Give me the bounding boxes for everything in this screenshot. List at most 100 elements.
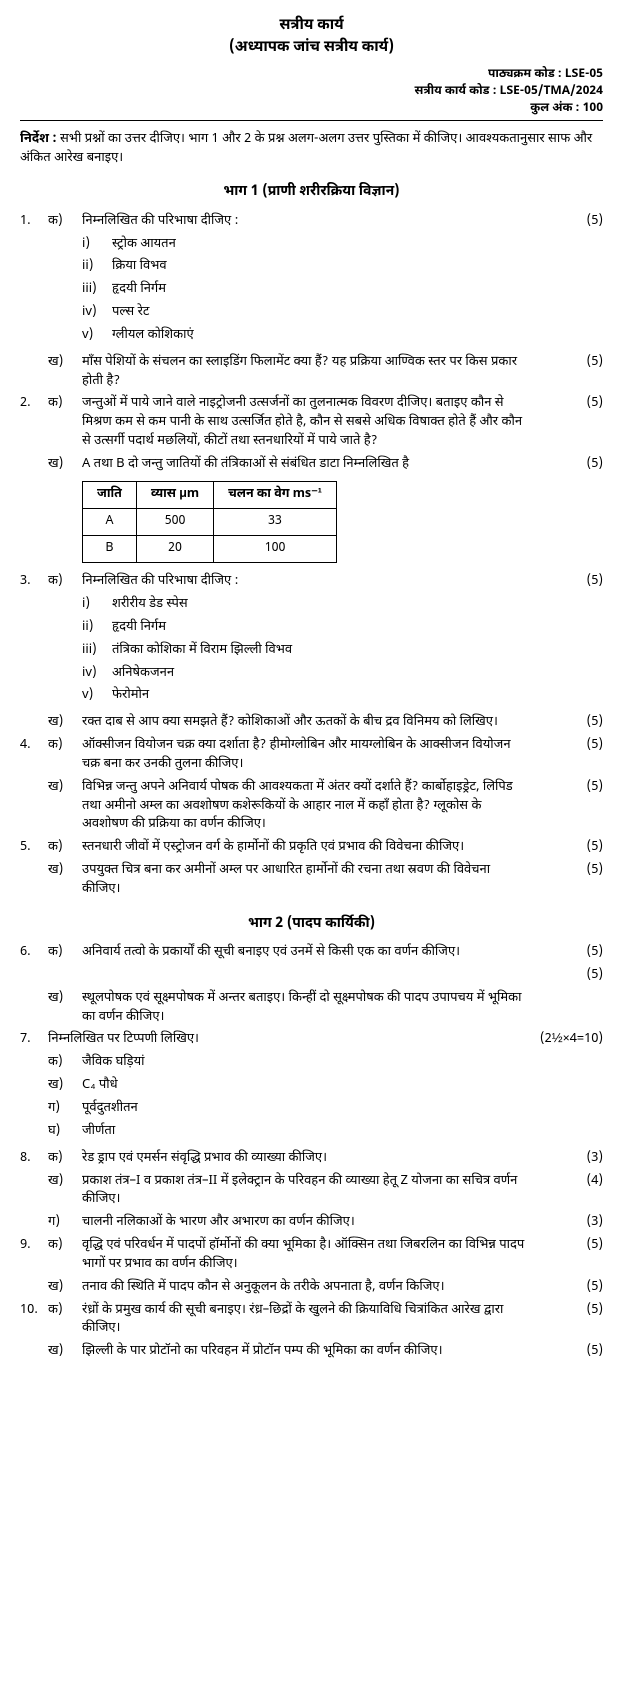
qtext: अनिवार्य तत्वो के प्रकार्यों की सूची बना… [82,944,535,963]
sub-label: क) [48,737,82,775]
q1a: 1. क) निम्नलिखित की परिभाषा दीजिए : (5) [20,213,603,232]
sub-label: ख) [48,779,82,836]
sub-label: क) [48,1150,82,1169]
roman: ii) [82,619,112,638]
q2a: 2. क) जन्तुओं में पाये जाने वाले नाइट्रो… [20,395,603,452]
sub-label: क) [48,1302,82,1340]
qtext: माँस पेशियों के संचलन का स्लाइडिंग फिलाम… [82,354,535,392]
marks: (5) [535,737,603,775]
qnum: 3. [20,573,48,592]
qtext: उपयुक्त चित्र बना कर अमीनों अम्ल पर आधार… [82,862,535,900]
qtext: प्रकाश तंत्र–I व प्रकाश तंत्र–II में इले… [82,1173,535,1211]
marks: (5) [535,944,603,963]
marks: (5) [535,839,603,858]
sub-label: क) [48,573,82,592]
th: चलन का वेग ms⁻¹ [214,481,337,508]
qtext: रेड ड्राप एवं एमर्सन संवृद्धि प्रभाव की … [82,1150,535,1169]
roman: i) [82,596,112,615]
qnum: 9. [20,1237,48,1275]
sub-label: ख) [48,990,82,1028]
marks: (5) [535,779,603,836]
qtext: स्तनधारी जीवों में एस्ट्रोजन वर्ग के हार… [82,839,535,858]
sub-label: क) [48,213,82,232]
sub-label: क) [48,944,82,963]
roman: iv) [82,665,112,684]
roman: ii) [82,258,112,277]
qnum: 6. [20,944,48,963]
part2-title: भाग 2 (पादप कार्यिकी) [20,914,603,934]
td: A [83,508,137,535]
roman: iv) [82,304,112,323]
td: 500 [136,508,213,535]
q5a: 5. क) स्तनधारी जीवों में एस्ट्रोजन वर्ग … [20,839,603,858]
marks: (2½×4=10) [535,1031,603,1050]
main-title: सत्रीय कार्य [20,16,603,38]
sub: ख) [48,1077,82,1096]
qnum: 2. [20,395,48,452]
item: हृदयी निर्गम [112,281,166,300]
qtext: निम्नलिखित पर टिप्पणी लिखिए। [48,1031,535,1050]
marks: (5) [535,213,603,232]
q5b: ख) उपयुक्त चित्र बना कर अमीनों अम्ल पर आ… [20,862,603,900]
marks: (5) [535,354,603,392]
qtext: वृद्धि एवं परिवर्धन में पादपों हॉर्मोनों… [82,1237,535,1275]
sub-label: ख) [48,354,82,392]
qnum: 8. [20,1150,48,1169]
q1b: ख) माँस पेशियों के संचलन का स्लाइडिंग फि… [20,354,603,392]
qtext: झिल्ली के पार प्रोटॉनो का परिवहन में प्र… [82,1343,535,1362]
marks: (5) [535,1279,603,1298]
qtext: A तथा B दो जन्तु जातियों की तंत्रिकाओं स… [82,456,535,475]
part1-title: भाग 1 (प्राणी शरीरक्रिया विज्ञान) [20,182,603,202]
item: जीर्णता [82,1123,115,1142]
sub-label: ग) [48,1214,82,1233]
marks: (5) [535,1343,603,1362]
item: फेरोमोन [112,687,149,706]
total-marks: कुल अंक : 100 [20,100,603,117]
qnum: 7. [20,1031,48,1050]
item: पूर्वदुतशीतन [82,1100,138,1119]
course-code: पाठ्यक्रम कोड : LSE-05 [20,66,603,83]
th: व्यास μm [136,481,213,508]
q9b: ख) तनाव की स्थिति में पादप कौन से अनुकूल… [20,1279,603,1298]
item: ग्लीयल कोशिकाएं [112,327,194,346]
q10b: ख) झिल्ली के पार प्रोटॉनो का परिवहन में … [20,1343,603,1362]
marks: (5) [535,967,603,986]
sub: ग) [48,1100,82,1119]
qnum: 1. [20,213,48,232]
qtext: जन्तुओं में पाये जाने वाले नाइट्रोजनी उत… [82,395,535,452]
item: अनिषेकजनन [112,665,174,684]
q10a: 10. क) रंध्रों के प्रमुख कार्य की सूची ब… [20,1302,603,1340]
td: 100 [214,536,337,563]
sub: क) [48,1054,82,1073]
item: तंत्रिका कोशिका में विराम झिल्ली विभव [112,642,292,661]
q3a-list: i)शरीरीय डेड स्पेस ii)हृदयी निर्गम iii)त… [82,596,603,706]
q8c: ग) चालनी नलिकाओं के भारण और अभारण का वर्… [20,1214,603,1233]
item: जैविक घड़ियां [82,1054,145,1073]
th: जाति [83,481,137,508]
roman: iii) [82,642,112,661]
item: पल्स रेट [112,304,149,323]
qtext: स्थूलपोषक एवं सूक्ष्मपोषक में अन्तर बताइ… [82,990,535,1028]
q6b: ख) स्थूलपोषक एवं सूक्ष्मपोषक में अन्तर ब… [20,990,603,1028]
td: B [83,536,137,563]
sub-label: ख) [48,1343,82,1362]
marks: (4) [535,1173,603,1211]
divider [20,120,603,121]
q4a: 4. क) ऑक्सीजन वियोजन चक्र क्या दर्शाता ह… [20,737,603,775]
qtext: तनाव की स्थिति में पादप कौन से अनुकूलन क… [82,1279,535,1298]
qtext: रक्त दाब से आप क्या समझते हैं? कोशिकाओं … [82,714,535,733]
qtext: चालनी नलिकाओं के भारण और अभारण का वर्णन … [82,1214,535,1233]
sub-label: ख) [48,714,82,733]
marks: (5) [535,862,603,900]
marks: (5) [535,456,603,475]
q6a: 6. क) अनिवार्य तत्वो के प्रकार्यों की सू… [20,944,603,963]
q6b-marks: (5) [20,967,603,986]
instr-text: सभी प्रश्नों का उत्तर दीजिए। भाग 1 और 2 … [20,131,592,167]
item: C₄ पौधे [82,1077,118,1096]
marks: (3) [535,1214,603,1233]
q8b: ख) प्रकाश तंत्र–I व प्रकाश तंत्र–II में … [20,1173,603,1211]
sub-label: क) [48,395,82,452]
td: 33 [214,508,337,535]
q1a-list: i)स्ट्रोक आयतन ii)क्रिया विभव iii)हृदयी … [82,236,603,346]
q7: 7. निम्नलिखित पर टिप्पणी लिखिए। (2½×4=10… [20,1031,603,1050]
